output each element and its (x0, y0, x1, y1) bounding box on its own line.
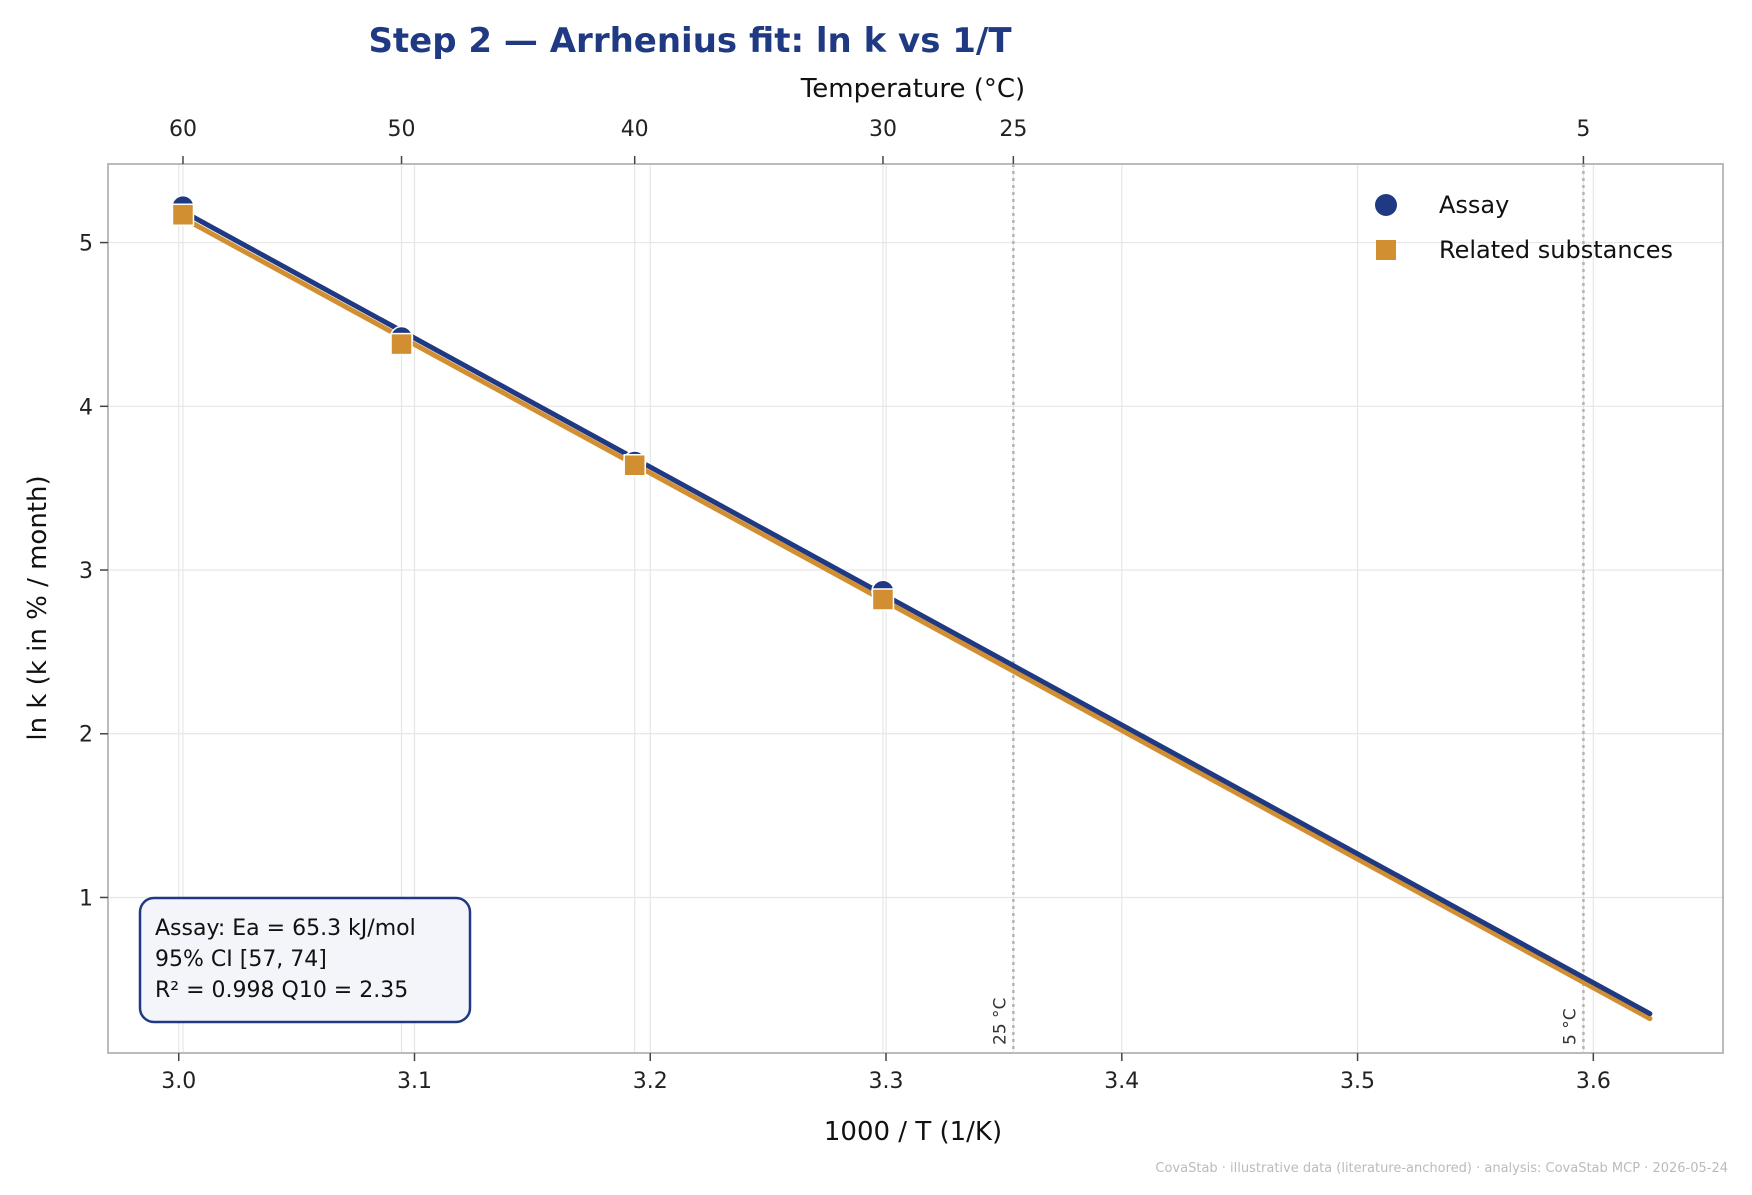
y-tick-label-2: 3 (79, 559, 93, 584)
y-tick-label-4: 5 (79, 232, 93, 257)
legend-marker-0 (1375, 194, 1397, 216)
x-tick-label-6: 3.6 (1576, 1069, 1611, 1094)
point-s1-3 (871, 588, 895, 611)
top-axis-title: Temperature (°C) (800, 74, 1025, 104)
legend-label-0: Assay (1439, 191, 1509, 219)
ref-label-1: 5 °C (1560, 1008, 1580, 1045)
top-tick-label-0: 60 (169, 117, 197, 142)
annotation-line-r2-q10: R² = 0.998 Q10 = 2.35 (155, 978, 408, 1003)
legend: Assay Related substances (1375, 191, 1673, 264)
y-tick-label-0: 1 (79, 886, 93, 911)
y-tick-label-1: 2 (79, 723, 93, 748)
x-axis-title: 1000 / T (1/K) (824, 1117, 1002, 1147)
x-tick-label-2: 3.2 (633, 1069, 668, 1094)
annotation-line-ea: Assay: Ea = 65.3 kJ/mol (155, 916, 416, 941)
x-tick-label-5: 3.5 (1340, 1069, 1375, 1094)
x-axis-ticks: 3.0 3.1 3.2 3.3 3.4 3.5 3.6 (161, 1053, 1611, 1094)
annotation-box (138, 896, 472, 1024)
y-tick-label-3: 4 (79, 395, 93, 420)
y-axis-ticks: 1 2 3 4 5 (79, 232, 108, 911)
x-tick-label-4: 3.4 (1104, 1069, 1139, 1094)
top-tick-label-4: 25 (999, 117, 1027, 142)
point-s1-0 (171, 203, 195, 227)
fit-line-0 (180, 208, 1653, 1017)
point-s1-1 (390, 332, 413, 356)
top-tick-label-2: 40 (621, 117, 649, 142)
top-tick-label-1: 50 (388, 117, 416, 142)
x-tick-label-0: 3.0 (161, 1069, 196, 1094)
chart-title: Step 2 — Arrhenius fit: ln k vs 1/T (368, 21, 1012, 61)
legend-label-1: Related substances (1439, 236, 1673, 264)
reference-lines: 25 °C 5 °C (990, 164, 1585, 1053)
x-tick-label-3: 3.3 (869, 1069, 904, 1094)
footer-credit: CovaStab · illustrative data (literature… (1155, 1161, 1728, 1176)
fit-lines (180, 208, 1653, 1022)
legend-marker-1 (1376, 240, 1396, 260)
fit-annotation-box: Assay: Ea = 65.3 kJ/mol 95% CI [57, 74] … (138, 896, 472, 1024)
x-tick-label-1: 3.1 (397, 1069, 432, 1094)
top-tick-label-5: 5 (1576, 117, 1590, 142)
fit-line-1 (180, 215, 1653, 1022)
plot-frame (107, 163, 1724, 1054)
data-points (171, 194, 895, 611)
y-axis-title: ln k (k in % / month) (23, 475, 53, 740)
point-s1-2 (623, 453, 646, 477)
ref-label-0: 25 °C (990, 998, 1010, 1045)
top-tick-label-3: 30 (869, 117, 897, 142)
annotation-line-ci: 95% CI [57, 74] (155, 947, 327, 972)
top-axis-ticks: 60 50 40 30 25 5 (169, 117, 1590, 164)
